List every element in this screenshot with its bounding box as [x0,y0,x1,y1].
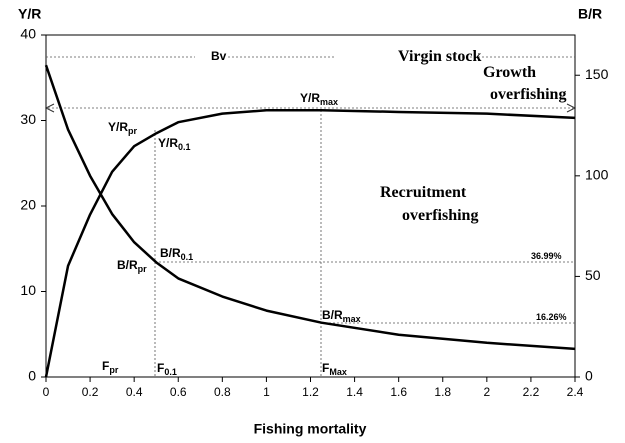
annotation-subscript: pr [128,126,137,136]
y-tick-label: 0 [28,368,36,384]
annotation: overfishing [402,207,478,224]
annotation-text: 36.99% [531,251,562,261]
annotation: FMax [322,361,347,377]
y2-tick-label: 150 [585,66,609,82]
annotation-subscript: 0.1 [164,367,177,377]
y-tick-label: 40 [20,26,36,42]
x-tick-label: 2.2 [523,385,540,399]
annotation: Growth [483,64,536,81]
x-tick-label: 1.4 [346,385,363,399]
annotation: Virgin stock [398,48,482,65]
annotation-subscript: Max [329,367,347,377]
annotation: Y/R0.1 [158,136,191,152]
x-tick-label: 2.4 [567,385,584,399]
y-tick-label: 30 [20,111,36,127]
annotation-text: 16.26% [536,312,567,322]
x-tick-label: 1.8 [434,385,451,399]
annotation: B/Rmax [322,308,361,324]
x-tick-label: 1.6 [390,385,407,399]
y2-tick-label: 0 [585,368,593,384]
annotation-text: Y/R [300,91,320,105]
annotation: Fpr [102,359,119,375]
x-tick-label: 2 [483,385,490,399]
x-tick-label: 1 [263,385,270,399]
y2-tick-label: 50 [585,267,601,283]
annotation: Recruitment [380,184,467,201]
annotation: 16.26% [536,312,567,322]
annotation: overfishing [490,86,566,103]
x-axis-label: Fishing mortality [254,421,367,437]
annotation-subscript: max [343,314,361,324]
annotation-text: Recruitment [380,184,467,201]
x-tick-label: 0.8 [214,385,231,399]
series-line [44,108,576,378]
annotation-text: F [102,359,109,373]
y-tick-label: 10 [20,282,36,298]
annotation: 36.99% [531,251,562,261]
annotation-subscript: pr [138,264,147,274]
series-line [44,64,576,351]
annotation-text: B/R [117,258,138,272]
annotation: Y/Rmax [300,91,338,107]
annotation-text: overfishing [490,86,566,103]
x-tick-label: 0.6 [170,385,187,399]
arrow-head [44,103,577,113]
annotation-text: overfishing [402,207,478,224]
annotation-text: B/R [160,246,181,260]
annotation: Bv [211,49,227,63]
annotation-text: Y/R [108,120,128,134]
annotation-subscript: 0.1 [178,142,191,152]
y-tick-label: 20 [20,197,36,213]
annotation-text: Virgin stock [398,48,482,65]
x-tick-label: 0.4 [126,385,143,399]
x-tick-label: 0.2 [82,385,99,399]
y2-tick-label: 100 [585,167,609,183]
annotation: F0.1 [157,361,177,377]
annotation: B/Rpr [117,258,147,274]
annotation-text: Y/R [158,136,178,150]
y-axis-label: Y/R [18,6,41,22]
annotation: Y/Rpr [108,120,138,136]
annotation-text: Growth [483,64,536,81]
y2-axis-label: B/R [578,6,602,22]
annotation: B/R0.1 [160,246,193,262]
annotation-text: Bv [211,49,227,63]
annotation-text: F [322,361,329,375]
annotation-subscript: max [320,97,338,107]
x-tick-label: 1.2 [302,385,319,399]
annotation-text: B/R [322,308,343,322]
x-tick-label: 0 [43,385,50,399]
annotation-subscript: 0.1 [181,252,194,262]
annotation-text: F [157,361,164,375]
annotation-subscript: pr [109,365,118,375]
